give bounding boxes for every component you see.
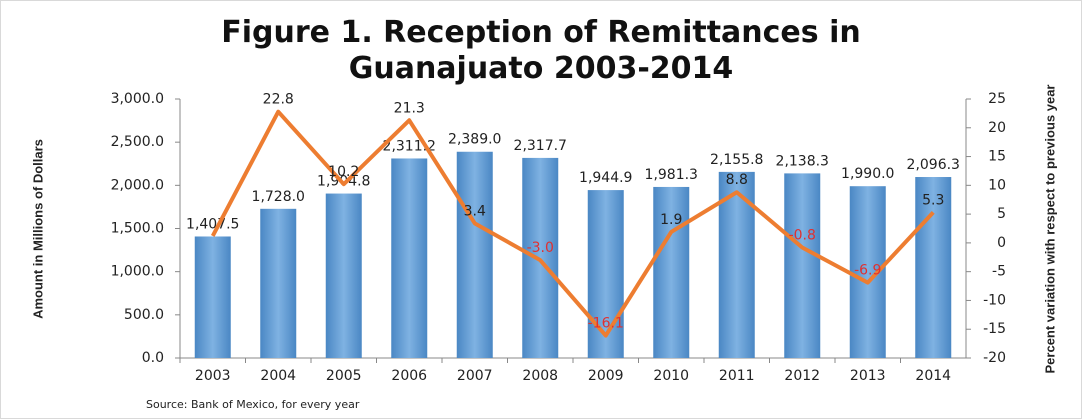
- bar-value-label: 2,155.8: [710, 152, 763, 168]
- bar-value-label: 1,990.0: [841, 166, 894, 182]
- x-tick-label: 2007: [457, 368, 493, 384]
- y2-tick-label: 25: [988, 91, 1006, 107]
- y2-tick-label: -20: [983, 350, 1006, 366]
- x-tick-label: 2009: [588, 368, 624, 384]
- x-tick-label: 2010: [653, 368, 689, 384]
- y-tick-label: 3,000.0: [111, 91, 164, 107]
- bar: [391, 158, 428, 358]
- x-tick-label: 2004: [260, 368, 296, 384]
- line-value-label: -0.8: [789, 227, 816, 243]
- bar: [456, 151, 493, 358]
- bar-value-label: 1,944.9: [579, 170, 632, 186]
- y2-tick-label: -10: [983, 292, 1006, 308]
- x-tick-label: 2014: [915, 368, 951, 384]
- chart-title: Figure 1. Reception of Remittances in Gu…: [221, 15, 861, 86]
- line-value-label: -16.1: [588, 316, 624, 332]
- y-tick-label: 2,000.0: [111, 177, 164, 193]
- bar: [325, 193, 362, 358]
- y2-axis-label: Percent variation with respect to previo…: [1042, 85, 1057, 374]
- bar-value-label: 1,981.3: [645, 167, 698, 183]
- line-value-label: 8.8: [726, 172, 748, 188]
- y-tick-label: 2,500.0: [111, 134, 164, 150]
- y2-tick-label: 10: [988, 177, 1006, 193]
- y-tick-label: 0.0: [142, 350, 164, 366]
- x-tick-label: 2003: [195, 368, 231, 384]
- bar: [260, 208, 297, 358]
- bar-value-label: 1,407.5: [186, 216, 239, 232]
- bar-value-label: 2,138.3: [776, 153, 829, 169]
- line-value-label: 10.2: [328, 164, 359, 180]
- line-value-label: 21.3: [394, 100, 425, 116]
- y2-tick-label: -5: [992, 264, 1006, 280]
- bar-value-label: 2,389.0: [448, 132, 501, 148]
- bar-value-label: 1,728.0: [252, 189, 305, 205]
- bar-value-label: 2,096.3: [907, 157, 960, 173]
- x-tick-label: 2005: [326, 368, 362, 384]
- y-axis-label: Amount in Millions of Dollars: [30, 139, 45, 319]
- y2-tick-label: 20: [988, 120, 1006, 136]
- y2-tick-label: 0: [997, 235, 1006, 251]
- x-tick-label: 2013: [850, 368, 886, 384]
- line-value-label: 3.4: [464, 203, 486, 219]
- y2-tick-label: 15: [988, 149, 1006, 165]
- y-tick-label: 1,500.0: [111, 221, 164, 237]
- bar: [915, 177, 952, 358]
- x-tick-label: 2006: [391, 368, 427, 384]
- bar: [587, 190, 624, 358]
- line-value-label: 5.3: [922, 192, 944, 208]
- source-note: Source: Bank of Mexico, for every year: [146, 398, 360, 411]
- y2-tick-label: 5: [997, 206, 1006, 222]
- y-tick-label: 1,000.0: [111, 264, 164, 280]
- bar: [194, 236, 231, 358]
- x-tick-label: 2008: [522, 368, 558, 384]
- line-value-label: -3.0: [527, 240, 554, 256]
- line-value-label: -6.9: [854, 263, 881, 279]
- x-tick-label: 2012: [784, 368, 820, 384]
- y2-tick-label: -15: [983, 321, 1006, 337]
- bar: [653, 186, 690, 358]
- x-tick-label: 2011: [719, 368, 755, 384]
- bar-value-label: 2,317.7: [514, 138, 567, 154]
- y-tick-label: 500.0: [124, 307, 164, 323]
- line-value-label: 22.8: [263, 92, 294, 108]
- bar: [784, 173, 821, 358]
- line: [210, 109, 935, 338]
- line-value-label: 1.9: [660, 212, 682, 228]
